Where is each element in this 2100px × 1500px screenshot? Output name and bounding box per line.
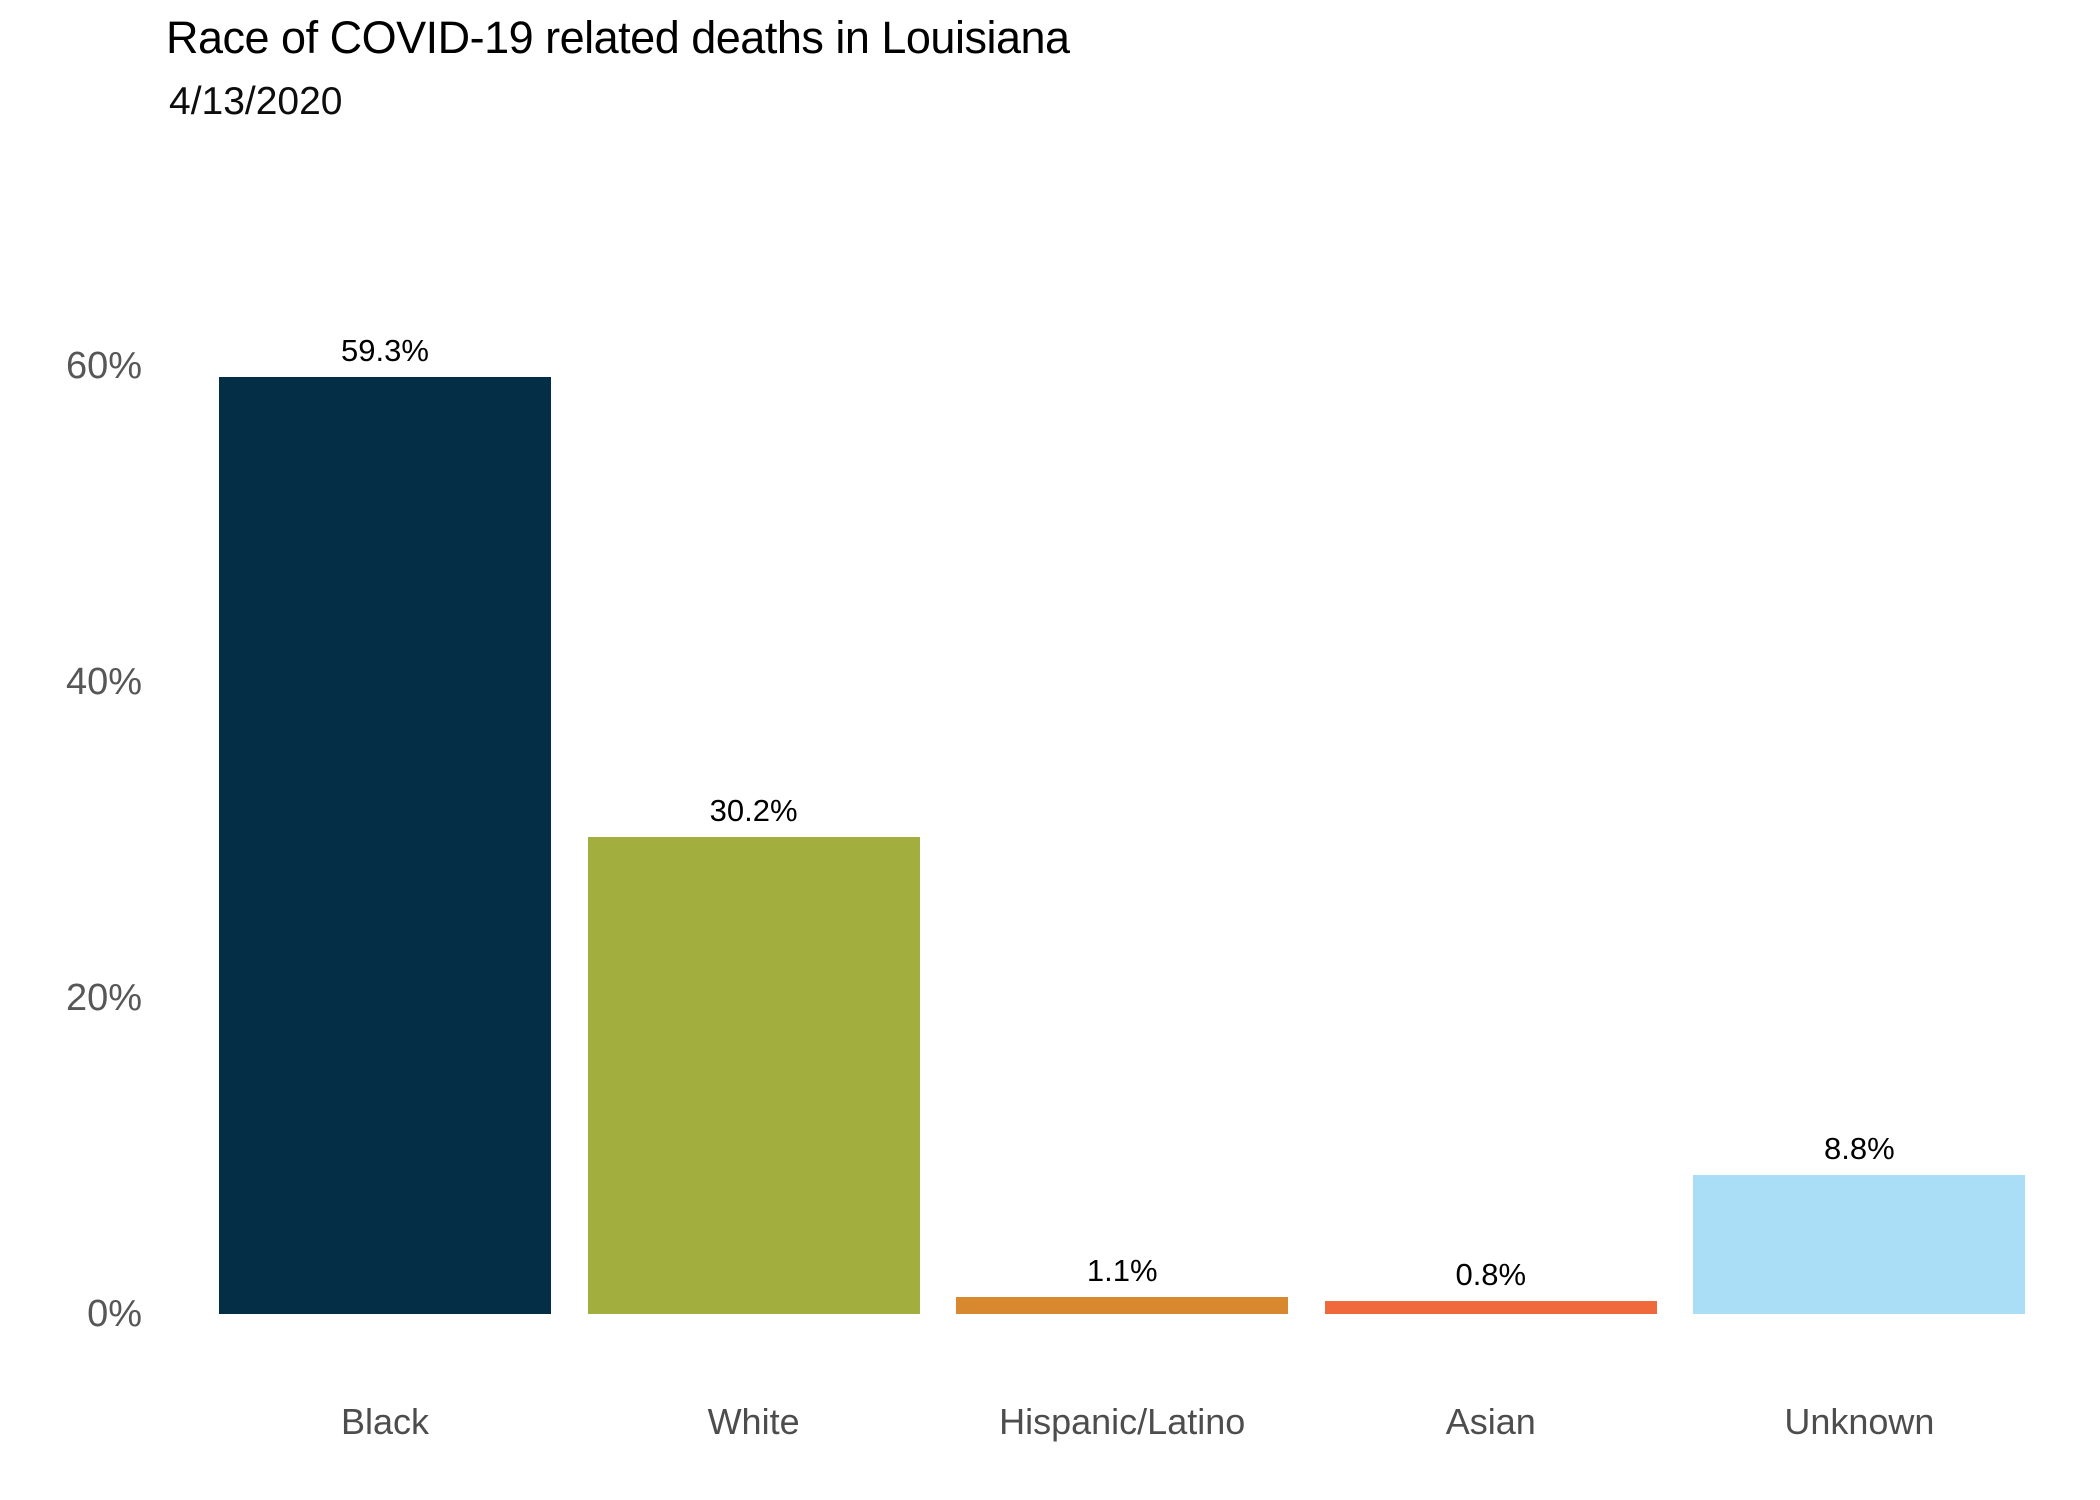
x-axis-label-asian: Asian (1445, 1401, 1536, 1442)
y-axis-tick-40: 40% (65, 661, 142, 703)
x-axis-label-hispanic-latino: Hispanic/Latino (999, 1401, 1246, 1442)
bar-value-label-black: 59.3% (341, 333, 429, 368)
chart-title: Race of COVID-19 related deaths in Louis… (166, 12, 1070, 63)
x-axis-label-black: Black (340, 1401, 430, 1442)
bar-black (219, 377, 551, 1314)
bar-value-label-hispanic-latino: 1.1% (1086, 1253, 1158, 1288)
x-axis-label-white: White (707, 1401, 800, 1442)
y-axis-tick-60: 60% (65, 345, 142, 387)
bar-unknown (1693, 1175, 2026, 1314)
bar-hispanic-latino (956, 1297, 1289, 1314)
x-axis-label-unknown: Unknown (1784, 1401, 1935, 1442)
bar-white (587, 837, 920, 1314)
bar-value-label-asian: 0.8% (1455, 1257, 1527, 1292)
y-axis-tick-20: 20% (65, 977, 142, 1019)
bar-value-label-white: 30.2% (709, 793, 798, 828)
bar-asian (1324, 1301, 1657, 1314)
bar-value-label-unknown: 8.8% (1824, 1131, 1895, 1166)
chart-subtitle: 4/13/2020 (169, 80, 343, 123)
y-axis-tick-0: 0% (87, 1293, 142, 1335)
